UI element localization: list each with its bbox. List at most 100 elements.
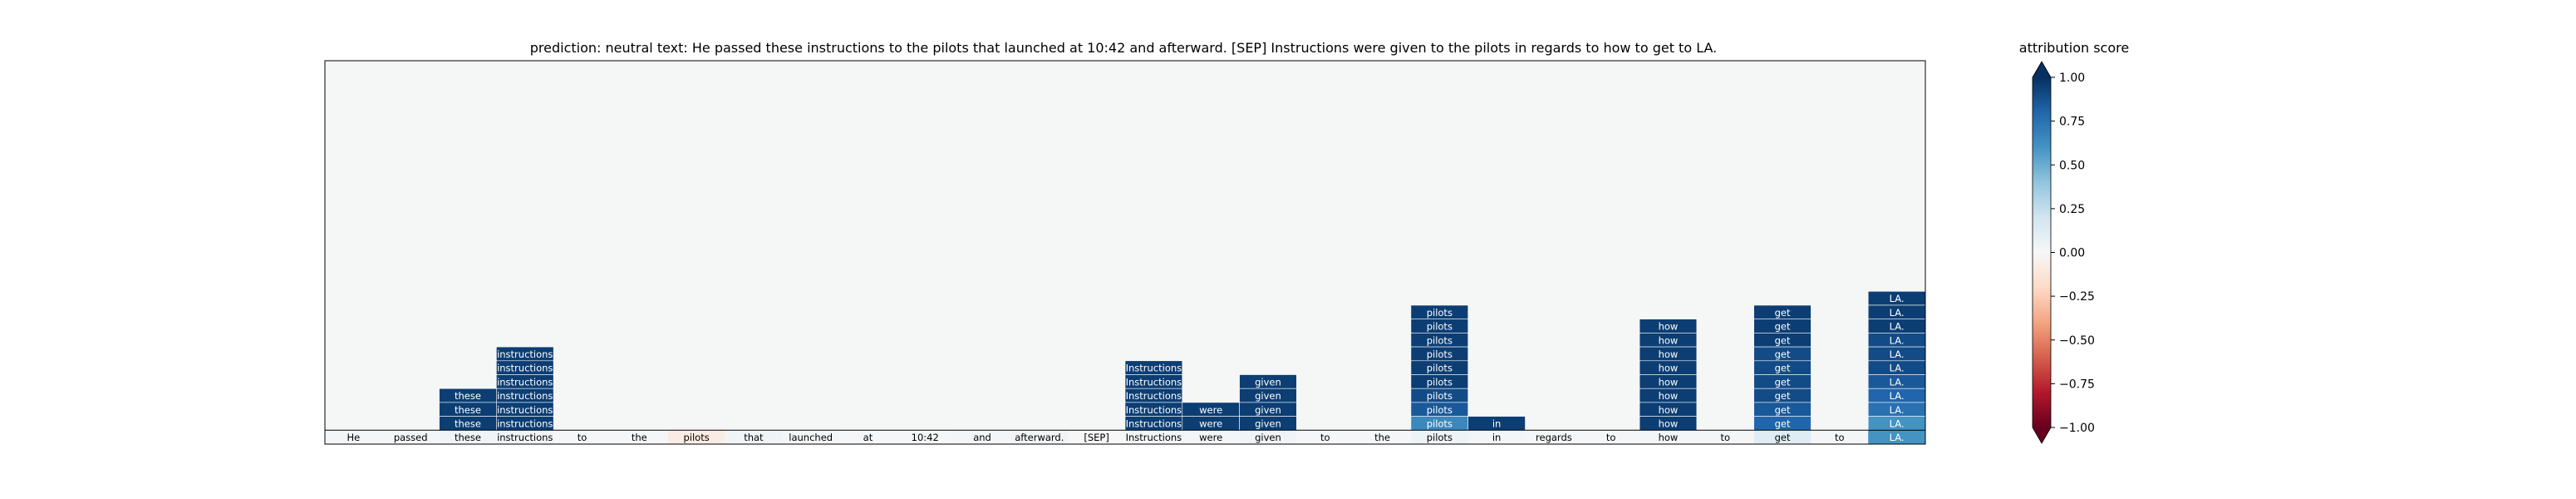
attribution-cell-label: how (1659, 348, 1679, 360)
attribution-cell: LA. (1867, 304, 1926, 320)
attribution-cell-label: these (455, 417, 481, 429)
attribution-cell-label: pilots (1427, 390, 1453, 402)
attribution-cell: how (1639, 416, 1698, 431)
attribution-cell: these (439, 416, 497, 431)
attribution-cell-label: pilots (1427, 404, 1453, 416)
attribution-cell: in (1467, 416, 1526, 431)
token-cell: 10:42 (896, 430, 954, 444)
attribution-cell-label: LA. (1890, 417, 1905, 429)
token-label: to (1606, 432, 1616, 443)
token-label: Instructions (1126, 432, 1182, 443)
attribution-cell: given (1239, 402, 1297, 417)
colorbar-ticks: 1.00 0.75 0.50 0.25 0.00 −0.25 −0.50 −0.75 −1.00 (2051, 72, 2095, 435)
colorbar-tick-label: 0.00 (2059, 247, 2085, 260)
token-label: at (863, 432, 873, 443)
attribution-cell-label: instructions (497, 417, 553, 429)
attribution-cell-label: how (1659, 321, 1679, 333)
attribution-cell-label: Instructions (1126, 417, 1182, 429)
token-label: to (1835, 432, 1845, 443)
attribution-cell: instructions (496, 416, 554, 431)
attribution-cell-label: how (1659, 404, 1679, 416)
attribution-cell-label: given (1255, 404, 1281, 416)
token-cell: were (1182, 430, 1240, 444)
attribution-cell: LA. (1867, 374, 1926, 389)
colorbar-tick: 0.25 (2051, 203, 2085, 216)
attribution-cell-label: get (1775, 390, 1791, 402)
attribution-cell-label: instructions (497, 363, 553, 374)
attribution-cell: these (439, 388, 497, 403)
attribution-cell: how (1639, 333, 1698, 348)
attribution-cell-label: LA. (1890, 404, 1905, 416)
token-cell: pilots (1410, 430, 1468, 444)
token-cell: He (325, 430, 382, 444)
chart-title: prediction: neutral text: He passed thes… (530, 40, 1717, 56)
attribution-cell-label: in (1492, 417, 1501, 429)
attribution-cell: LA. (1867, 416, 1926, 431)
attribution-cell: get (1753, 319, 1812, 333)
attribution-cell-label: get (1775, 417, 1791, 429)
colorbar: attribution score 1.00 0.75 0.50 0.25 0.00 −0… (2019, 40, 2129, 444)
attribution-cell: pilots (1410, 416, 1469, 431)
colorbar-tick: −0.75 (2051, 378, 2095, 391)
attribution-cell-label: LA. (1890, 293, 1905, 304)
attribution-cell-label: instructions (497, 348, 553, 360)
attribution-cell: LA. (1867, 333, 1926, 348)
token-cell: that (725, 430, 783, 444)
token-label: the (632, 432, 647, 443)
token-cell: passed (381, 430, 440, 444)
attribution-cell: pilots (1410, 319, 1469, 333)
token-cell: and (953, 430, 1011, 444)
attribution-cell: Instructions (1124, 374, 1183, 389)
colorbar-tick-label: 0.50 (2059, 159, 2085, 172)
attribution-cell: how (1639, 346, 1698, 362)
token-cell: to (1296, 430, 1354, 444)
colorbar-tick: 1.00 (2051, 72, 2085, 85)
attribution-cell: get (1753, 346, 1812, 362)
token-label: to (1320, 432, 1330, 443)
attribution-cell-label: pilots (1427, 363, 1453, 374)
token-label: 10:42 (912, 432, 939, 443)
token-cell: these (439, 430, 497, 444)
token-cell: launched (782, 430, 840, 444)
attribution-cell: instructions (496, 374, 554, 389)
colorbar-tick-label: −1.00 (2059, 422, 2095, 435)
token-label: launched (789, 432, 833, 443)
attribution-cell: get (1753, 304, 1812, 320)
token-cell: afterward. (1010, 430, 1069, 444)
attribution-cell-label: how (1659, 390, 1679, 402)
attribution-cell-label: get (1775, 348, 1791, 360)
attribution-cell-label: LA. (1890, 390, 1905, 402)
attribution-cell-label: get (1775, 404, 1791, 416)
attribution-cell-label: LA. (1890, 334, 1905, 346)
attribution-cell: get (1753, 360, 1812, 375)
attribution-cell-label: LA. (1890, 321, 1905, 333)
token-label: in (1492, 432, 1501, 443)
token-cell: to (1811, 430, 1869, 444)
attribution-cell: how (1639, 374, 1698, 389)
attribution-cell-label: instructions (497, 404, 553, 416)
heatmap: thesethesetheseinstructionsinstructionsi… (324, 60, 1926, 445)
attribution-cell: instructions (496, 360, 554, 375)
colorbar-tick: 0.00 (2051, 247, 2085, 260)
token-cell: pilots (667, 430, 725, 444)
token-label: how (1659, 432, 1679, 443)
token-cell: instructions (496, 430, 554, 444)
attribution-cell-label: pilots (1427, 417, 1453, 429)
attribution-cell-label: how (1659, 363, 1679, 374)
token-cell: [SEP] (1068, 430, 1125, 444)
token-label: He (347, 432, 361, 443)
attribution-cell-label: LA. (1890, 307, 1905, 319)
token-label: [SEP] (1084, 432, 1109, 443)
token-cell: in (1467, 430, 1526, 444)
attribution-cell-label: get (1775, 376, 1791, 388)
token-cell: to (553, 430, 611, 444)
token-label: pilots (683, 432, 709, 443)
attribution-cell-label: pilots (1427, 334, 1453, 346)
attribution-cell-label: given (1255, 417, 1281, 429)
attribution-cell-label: Instructions (1126, 376, 1182, 388)
colorbar-min-extension (2033, 427, 2051, 443)
attribution-cell: LA. (1867, 290, 1926, 306)
attribution-cell: given (1239, 388, 1297, 403)
attribution-cell: pilots (1410, 402, 1469, 417)
